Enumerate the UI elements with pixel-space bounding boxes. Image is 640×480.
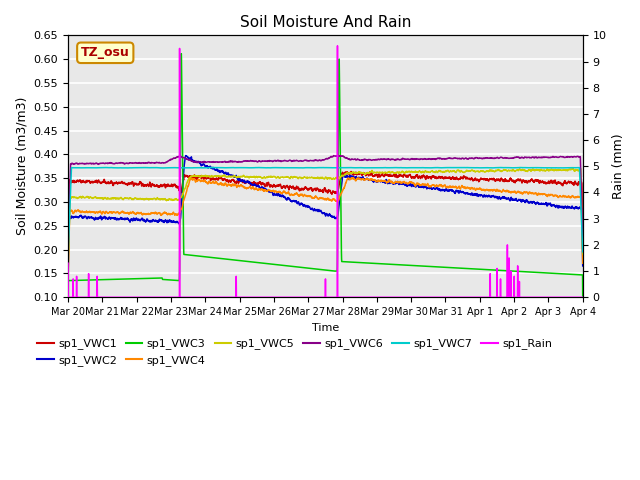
Text: TZ_osu: TZ_osu [81, 46, 130, 60]
Y-axis label: Soil Moisture (m3/m3): Soil Moisture (m3/m3) [15, 97, 28, 236]
Title: Soil Moisture And Rain: Soil Moisture And Rain [240, 15, 411, 30]
Y-axis label: Rain (mm): Rain (mm) [612, 133, 625, 199]
Legend: sp1_VWC1, sp1_VWC2, sp1_VWC3, sp1_VWC4, sp1_VWC5, sp1_VWC6, sp1_VWC7, sp1_Rain: sp1_VWC1, sp1_VWC2, sp1_VWC3, sp1_VWC4, … [33, 334, 557, 370]
X-axis label: Time: Time [312, 323, 339, 333]
